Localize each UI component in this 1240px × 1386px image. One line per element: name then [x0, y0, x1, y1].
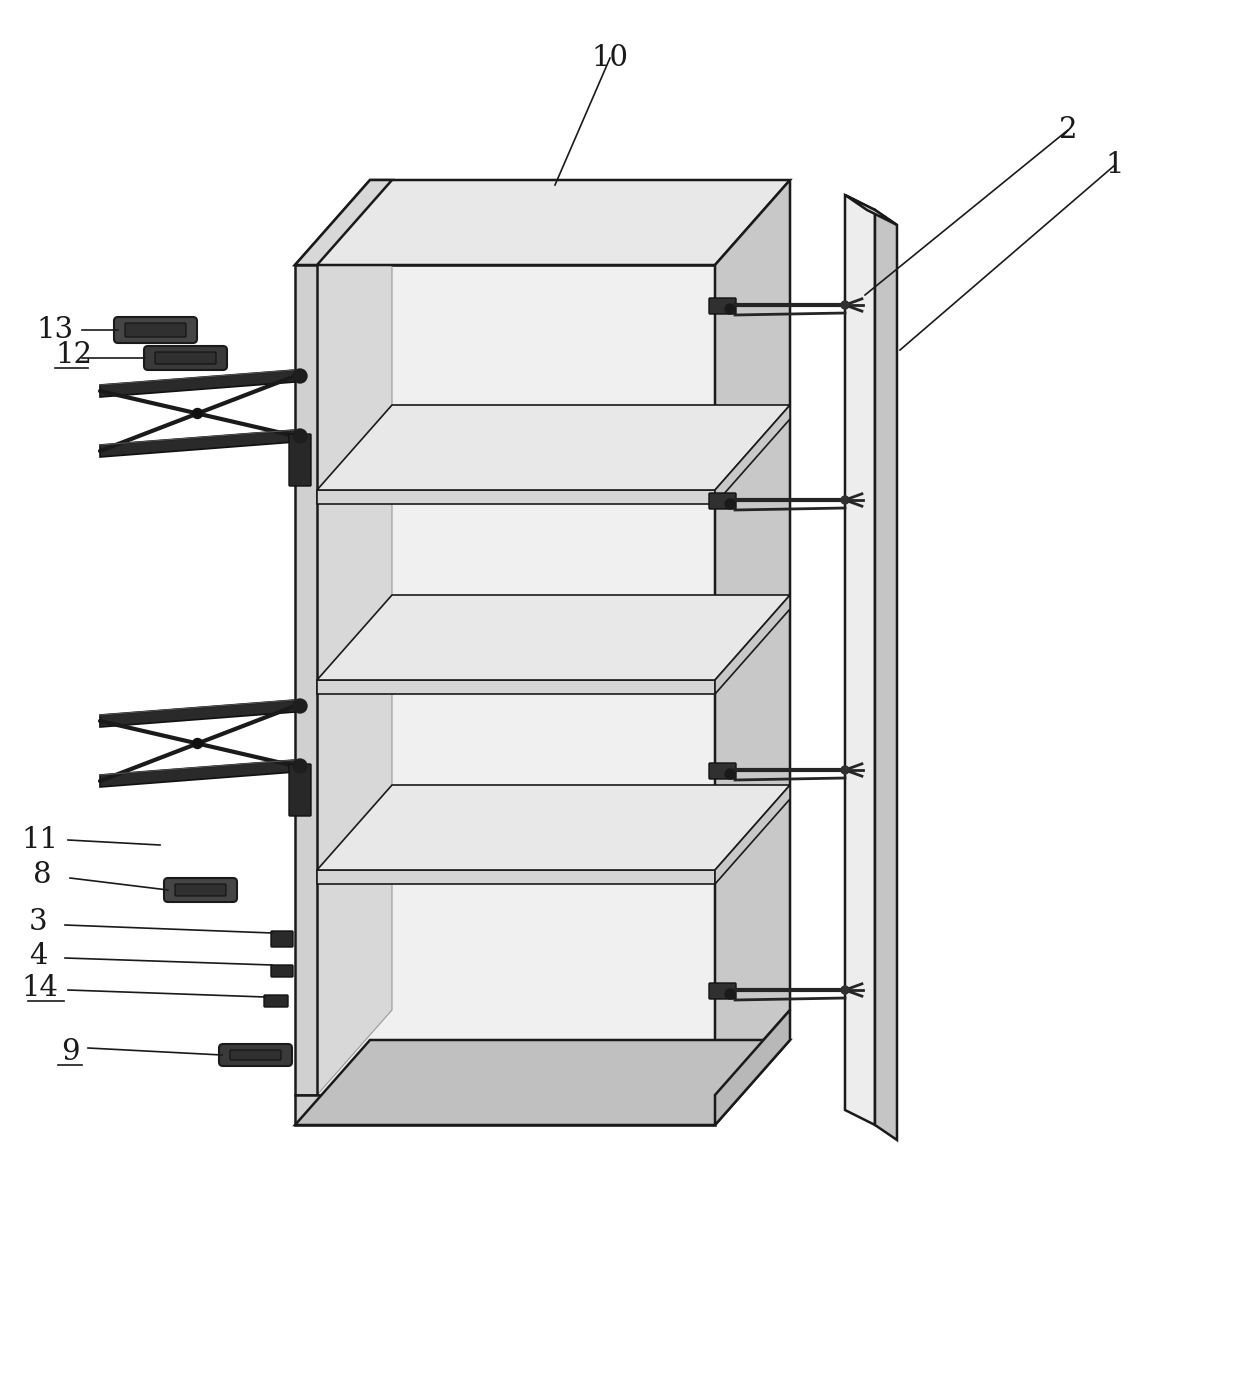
Circle shape: [725, 304, 735, 315]
Polygon shape: [295, 1095, 715, 1125]
Polygon shape: [100, 700, 295, 728]
Circle shape: [725, 499, 735, 509]
Text: 9: 9: [61, 1038, 79, 1066]
FancyBboxPatch shape: [125, 323, 186, 337]
FancyBboxPatch shape: [289, 764, 311, 816]
Polygon shape: [715, 784, 790, 884]
FancyBboxPatch shape: [272, 965, 293, 977]
FancyBboxPatch shape: [709, 493, 737, 509]
Circle shape: [293, 760, 308, 773]
Circle shape: [293, 369, 308, 383]
Text: 11: 11: [21, 826, 58, 854]
Text: 8: 8: [32, 861, 51, 888]
Circle shape: [841, 985, 849, 994]
Text: 3: 3: [29, 908, 47, 936]
Text: 4: 4: [29, 942, 47, 970]
Polygon shape: [100, 370, 295, 396]
Polygon shape: [392, 180, 790, 1010]
Circle shape: [725, 769, 735, 779]
Polygon shape: [844, 195, 897, 225]
FancyBboxPatch shape: [264, 995, 288, 1008]
Text: 10: 10: [591, 44, 629, 72]
Polygon shape: [295, 180, 392, 265]
Polygon shape: [317, 265, 715, 1095]
FancyBboxPatch shape: [709, 764, 737, 779]
Polygon shape: [715, 405, 790, 505]
FancyBboxPatch shape: [272, 931, 293, 947]
Circle shape: [192, 739, 202, 748]
Circle shape: [293, 699, 308, 712]
Polygon shape: [317, 784, 790, 870]
FancyBboxPatch shape: [114, 317, 197, 342]
FancyBboxPatch shape: [144, 346, 227, 370]
Polygon shape: [317, 180, 392, 1095]
FancyBboxPatch shape: [709, 298, 737, 315]
Circle shape: [841, 496, 849, 505]
Circle shape: [841, 766, 849, 773]
Text: 13: 13: [36, 316, 73, 344]
Polygon shape: [715, 1010, 790, 1125]
FancyBboxPatch shape: [175, 884, 226, 895]
Polygon shape: [844, 195, 875, 1125]
Text: 1: 1: [1106, 151, 1125, 179]
FancyBboxPatch shape: [164, 877, 237, 902]
Circle shape: [725, 990, 735, 999]
Polygon shape: [295, 180, 790, 265]
Polygon shape: [317, 491, 715, 505]
Polygon shape: [317, 595, 790, 681]
Text: 12: 12: [55, 341, 92, 369]
Polygon shape: [317, 681, 715, 694]
Text: 14: 14: [21, 974, 58, 1002]
FancyBboxPatch shape: [709, 983, 737, 999]
Polygon shape: [295, 265, 317, 1095]
Circle shape: [841, 301, 849, 309]
Polygon shape: [715, 180, 790, 1095]
Polygon shape: [715, 595, 790, 694]
Polygon shape: [100, 430, 295, 457]
Polygon shape: [317, 405, 790, 491]
Polygon shape: [295, 1040, 790, 1125]
Circle shape: [293, 430, 308, 444]
FancyBboxPatch shape: [219, 1044, 291, 1066]
Polygon shape: [875, 211, 897, 1141]
FancyBboxPatch shape: [289, 434, 311, 486]
FancyBboxPatch shape: [155, 352, 216, 365]
Polygon shape: [100, 760, 295, 787]
Circle shape: [192, 409, 202, 419]
Text: 2: 2: [1059, 116, 1078, 144]
Polygon shape: [317, 870, 715, 884]
FancyBboxPatch shape: [229, 1051, 281, 1060]
